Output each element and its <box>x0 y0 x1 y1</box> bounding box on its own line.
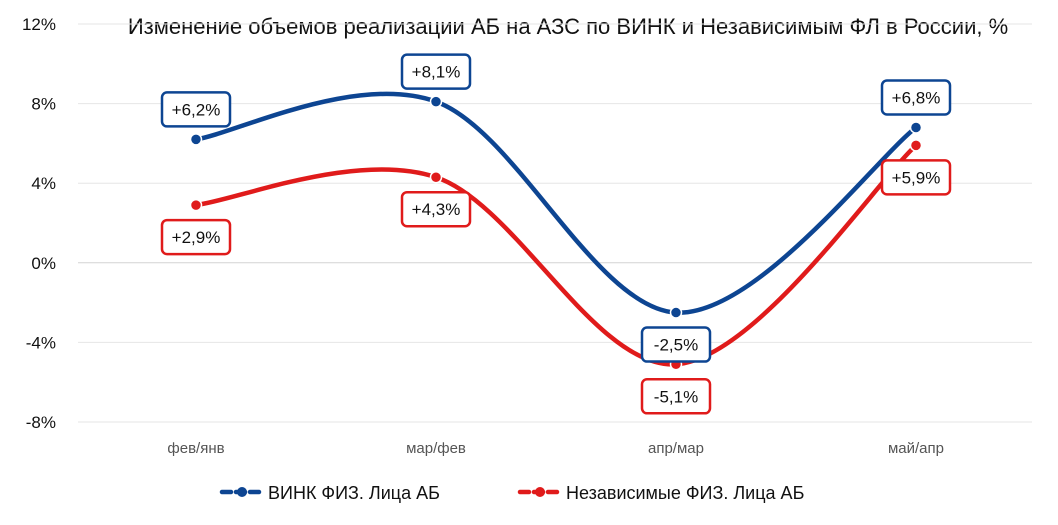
grid-lines <box>78 23 1032 423</box>
data-label-text: -5,1% <box>654 387 698 406</box>
data-label: +6,8% <box>880 79 952 116</box>
x-tick-label: апр/мар <box>648 440 704 457</box>
data-point <box>669 306 683 319</box>
data-point <box>429 95 443 108</box>
data-label-text: +6,8% <box>892 88 941 107</box>
series-layer <box>189 91 923 371</box>
data-point <box>909 139 923 152</box>
x-tick-label: мар/фев <box>406 440 466 457</box>
data-label-text: +5,9% <box>892 168 941 187</box>
data-point <box>189 133 203 146</box>
y-tick-label: 0% <box>31 254 56 273</box>
data-label: +5,9% <box>880 159 952 196</box>
x-axis-ticks: фев/янв мар/фев апр/мар май/апр <box>167 440 944 457</box>
series-line-1 <box>193 143 919 367</box>
data-label-box <box>880 159 952 196</box>
data-point <box>429 170 443 184</box>
x-tick-label: фев/янв <box>167 440 224 457</box>
data-labels: +6,2% +8,1% -2,5% +6,8% +2,9% +4,3% -5,1% +5,9% <box>160 53 952 415</box>
legend-item-0: ВИНК ФИЗ. Лица АБ <box>219 483 440 503</box>
data-label-text: +8,1% <box>412 63 461 82</box>
data-label-text: +4,3% <box>412 200 461 219</box>
y-axis-ticks: -8% -4% 0% 4% 8% 12% <box>22 15 56 432</box>
legend-label: ВИНК ФИЗ. Лица АБ <box>268 483 440 503</box>
data-point <box>909 121 923 134</box>
y-tick-label: 12% <box>22 15 56 34</box>
legend: ВИНК ФИЗ. Лица АБ Независимые ФИЗ. Лица А… <box>219 483 804 503</box>
data-label-text: -2,5% <box>654 336 698 355</box>
data-label-text: +2,9% <box>172 228 221 247</box>
legend-label: Независимые ФИЗ. Лица АБ <box>566 483 804 503</box>
data-label-box <box>160 91 232 128</box>
chart-title: Изменение объемов реализации АБ на АЗС п… <box>128 14 1008 39</box>
y-tick-label: 4% <box>31 174 56 193</box>
legend-swatch-marker <box>237 487 247 497</box>
data-point <box>189 198 203 212</box>
data-label-box <box>400 53 472 90</box>
y-tick-label: -4% <box>26 333 56 352</box>
series-line-0 <box>193 91 919 315</box>
data-label: +6,2% <box>160 91 232 128</box>
data-label: -2,5% <box>640 326 712 363</box>
data-label-box <box>400 190 472 228</box>
data-label-box <box>640 378 712 415</box>
data-label: +8,1% <box>400 53 472 90</box>
x-tick-label: май/апр <box>888 440 944 457</box>
data-label: -5,1% <box>640 378 712 415</box>
data-label-box <box>880 79 952 116</box>
data-label-box <box>640 326 712 363</box>
data-label-text: +6,2% <box>172 100 221 119</box>
legend-swatch-marker <box>535 487 545 497</box>
y-tick-label: -8% <box>26 413 56 432</box>
data-label: +4,3% <box>400 190 472 228</box>
legend-item-1: Независимые ФИЗ. Лица АБ <box>517 483 804 503</box>
data-label: +2,9% <box>160 218 232 256</box>
y-tick-label: 8% <box>31 95 56 114</box>
data-label-box <box>160 218 232 256</box>
